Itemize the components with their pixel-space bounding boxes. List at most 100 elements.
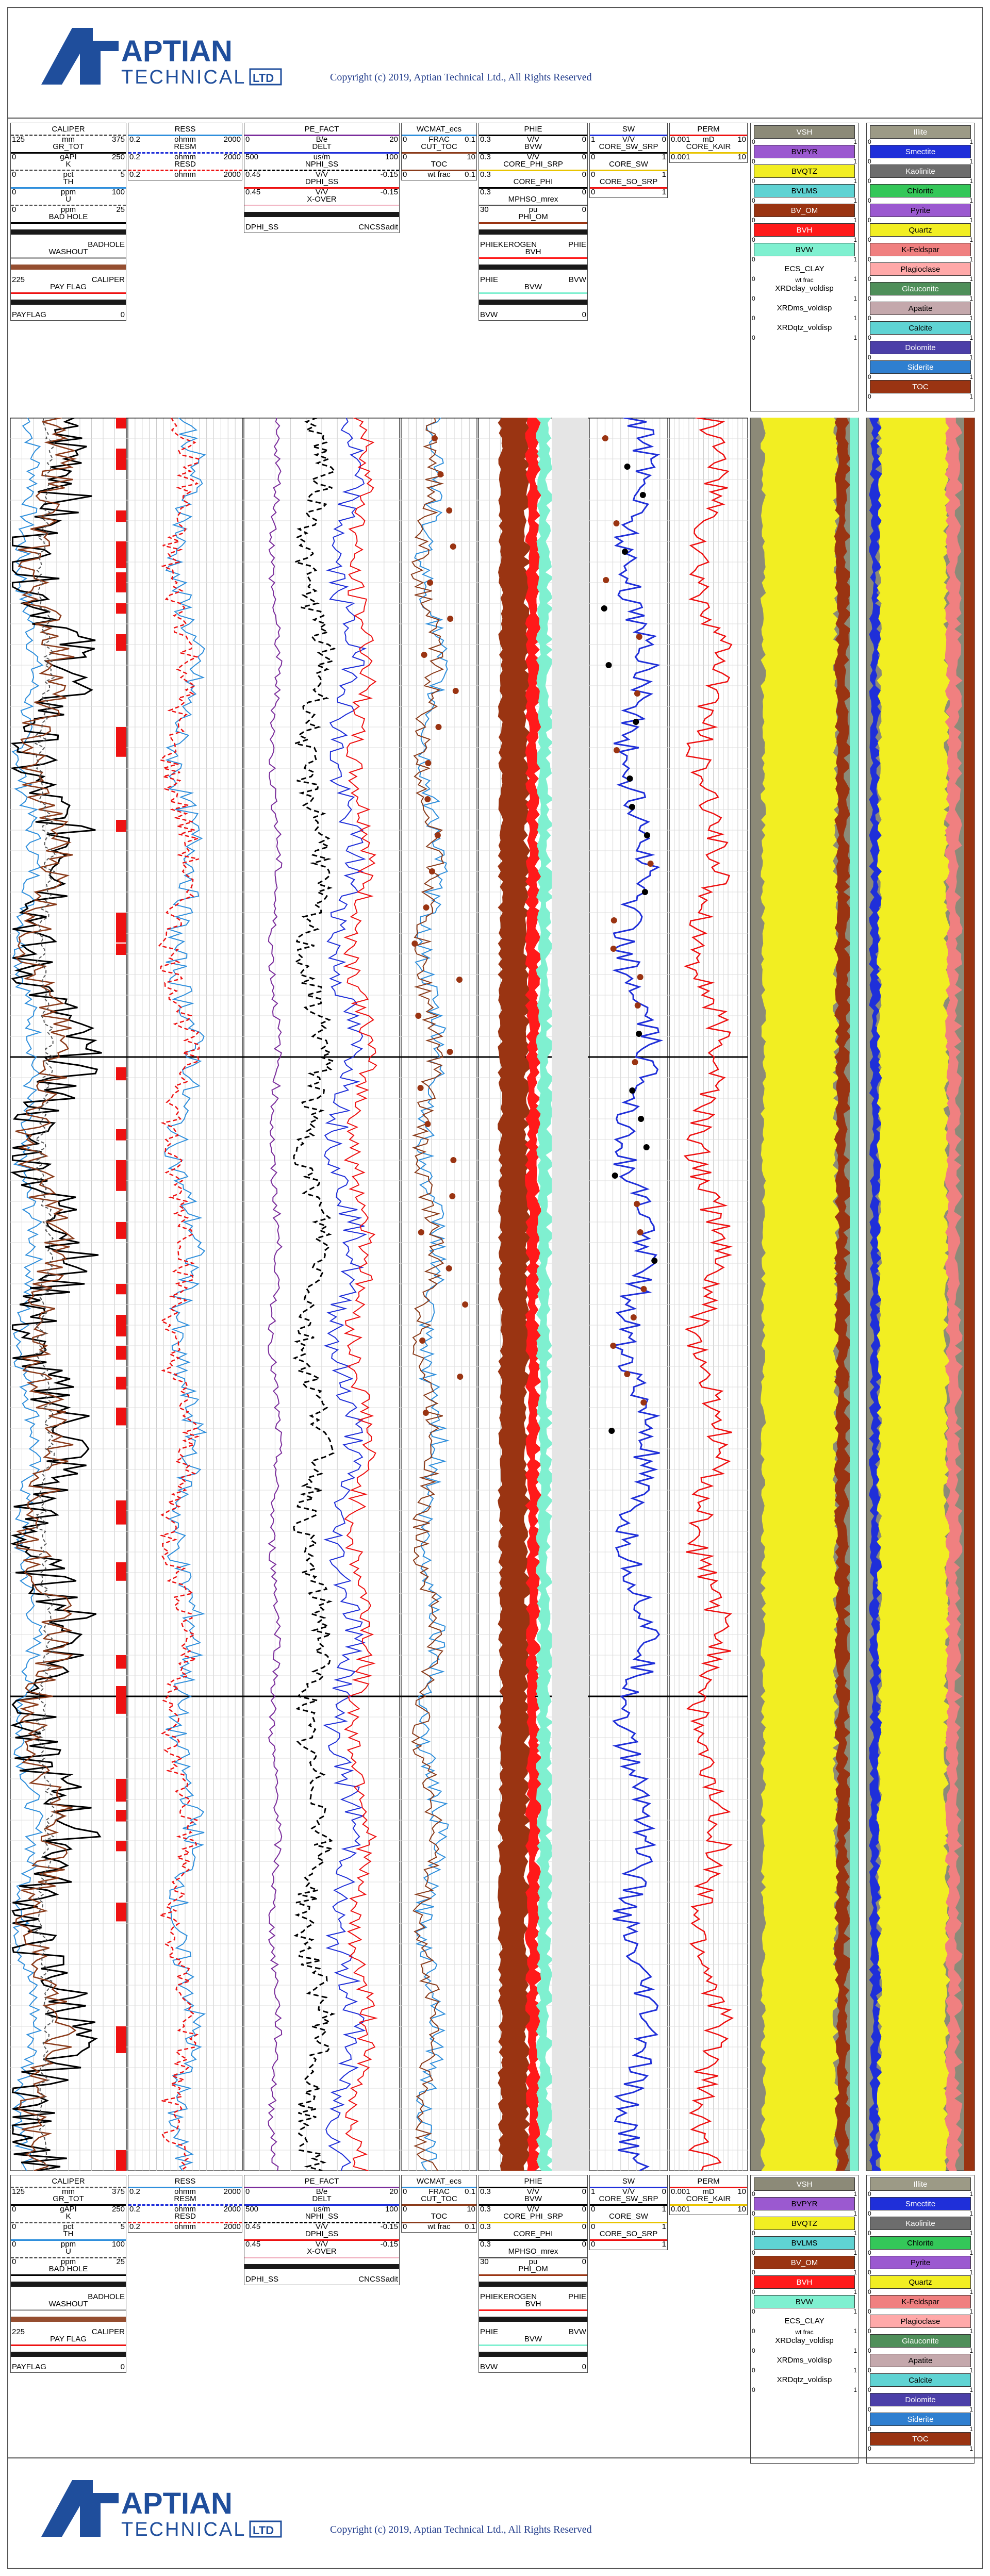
legend-unit: FRAC (428, 2187, 450, 2196)
legend-scale-hi: 250 (111, 153, 125, 161)
payflag-bar (116, 727, 126, 757)
legend-line (479, 205, 587, 206)
legend-curve-name: PHIE (524, 2177, 542, 2186)
legend-curve-name: DPHI_SS (305, 177, 339, 186)
legend-scale-hi: 1 (969, 177, 973, 185)
legend-scale-lo: PHIE (480, 275, 499, 284)
legend-scale-lo: 0 (591, 153, 596, 161)
payflag-bar (116, 1810, 126, 1822)
legend-scale-lo: 30 (480, 2257, 489, 2266)
legend-scale-hi: 1 (853, 256, 857, 263)
fill-bvw (536, 418, 554, 2171)
core-sw-point (634, 690, 640, 697)
legend-scale-lo: 0 (752, 2190, 755, 2198)
payflag-bar (116, 418, 126, 429)
legend-curve-name: CUT_TOC (421, 142, 457, 151)
legend-curve-name: CORE_PHI_SRP (503, 2212, 563, 2221)
legend-curve-name: CUT_TOC (421, 2194, 457, 2203)
legend-scale-hi: 10 (737, 135, 746, 144)
legend-scale-lo: 0 (868, 2249, 871, 2256)
legend-scale-hi: -0.15 (380, 2222, 398, 2231)
legend-scale-lo: 0 (752, 158, 755, 165)
legend-scale-lo: 0 (752, 2288, 755, 2296)
legend-curve-name: PHIE (524, 125, 542, 134)
legend-scale-hi: CNCSSadit (358, 223, 398, 232)
legend-curve-name: CORE_KAIR (686, 2194, 731, 2203)
core-sw-point (651, 1258, 658, 1264)
cut-toc-point (431, 435, 438, 441)
legend-scale-lo: 0 (868, 2230, 871, 2237)
legend-swatch-xrdqtzvoldisp: XRDqtz_voldisp (754, 321, 855, 335)
legend-swatch-xrdclayvoldisp: XRDclay_voldisp (754, 2334, 855, 2348)
legend-line (479, 2222, 587, 2223)
legend-swatch-chlorite: Chlorite (870, 184, 971, 197)
legend-scale-lo: 0 (591, 170, 596, 179)
legend-scale-lo: 0 (403, 2187, 407, 2196)
core-sw-point (610, 946, 617, 952)
copyright-bottom: Copyright (c) 2019, Aptian Technical Ltd… (330, 2524, 592, 2535)
legend-scale-lo: 0.2 (129, 2205, 140, 2214)
legend-curve-name: RESS (174, 125, 196, 134)
legend-curve-name: CALIPER (52, 125, 85, 134)
legend-swatch-bvlms: BVLMS (754, 184, 855, 197)
legend-line (11, 300, 126, 305)
legend-unit: V/V (526, 153, 540, 161)
cut-toc-point (450, 543, 456, 550)
legend-scale-hi: 0 (582, 135, 586, 144)
legend-scale-hi: 1 (969, 354, 973, 361)
legend-scale-lo: PHIEKEROGEN (480, 240, 537, 249)
legend-scale-lo: 125 (12, 135, 25, 144)
legend-line (244, 2187, 399, 2188)
legend-track6: SW 1 V/V 0 CORE_SW_SRP 0 1 CORE_SW 0 1 CORE_SO_SRP… (589, 2175, 668, 2250)
legend-curve-name: TH (63, 177, 74, 186)
legend-scale-hi: 10 (467, 153, 475, 161)
payflag-bar (116, 1315, 126, 1336)
legend-scale-hi: 1 (853, 158, 857, 165)
legend-scale-hi: 1 (853, 295, 857, 302)
legend-line (479, 2317, 587, 2322)
legend-scale-lo: 0 (752, 2230, 755, 2237)
legend-curve-name: PHI_OM (518, 2265, 548, 2273)
fill-phi-om (498, 418, 532, 2171)
legend-swatch-vsh: VSH (754, 125, 855, 139)
legend-unit: ppm (60, 2240, 76, 2249)
legend-scale-lo: 125 (12, 2187, 25, 2196)
fill-bvw-t8 (850, 418, 859, 2171)
legend-swatch-bvom: BV_OM (754, 204, 855, 217)
legend-unit: V/V (315, 2222, 328, 2231)
legend-unit: wt frac (795, 276, 814, 284)
legend-scale-lo: 0 (868, 2327, 871, 2335)
core-sw-point (641, 889, 648, 895)
logo-word1: APTIAN (121, 35, 233, 68)
legend-scale-lo: 0 (403, 153, 407, 161)
legend-scale-hi: 1 (853, 2367, 857, 2374)
logo-word1-bottom: APTIAN (121, 2487, 233, 2520)
cut-toc-point (449, 1193, 456, 1199)
legend-curve-name: CORE_SO_SRP (599, 177, 658, 186)
legend-scale-hi: BVW (568, 275, 586, 284)
legend-scale-lo: 0 (752, 2327, 755, 2335)
legend-curve-name: BAD HOLE (48, 2265, 88, 2273)
legend-scale-hi: 1 (853, 2327, 857, 2335)
bottom-header: APTIAN TECHNICAL LTD Copyright (c) 2019,… (0, 2465, 990, 2568)
legend-swatch-siderite: Siderite (870, 360, 971, 374)
logo-word2: TECHNICAL (121, 67, 246, 88)
legend-line (11, 135, 126, 136)
legend-line (670, 135, 747, 136)
legend-scale-hi: 0 (120, 310, 125, 319)
core-sw-point (613, 520, 620, 526)
legend-scale-hi: 1 (969, 217, 973, 224)
legend-scale-hi: 100 (111, 188, 125, 196)
footer-divider (7, 2457, 983, 2458)
legend-scale-hi: CALIPER (91, 275, 125, 284)
legend-unit: wt frac (427, 2222, 451, 2231)
legend-scale-lo: 500 (245, 153, 259, 161)
legend-scale-hi: -0.15 (380, 2240, 398, 2249)
legend-line (479, 222, 587, 224)
legend-scale-hi: 0.1 (465, 170, 475, 179)
core-sw-point (640, 1286, 647, 1292)
legend-line (479, 2352, 587, 2357)
legend-curve-name: RESM (174, 142, 196, 151)
cut-toc-point (427, 580, 434, 586)
core-sw-point (605, 662, 612, 668)
